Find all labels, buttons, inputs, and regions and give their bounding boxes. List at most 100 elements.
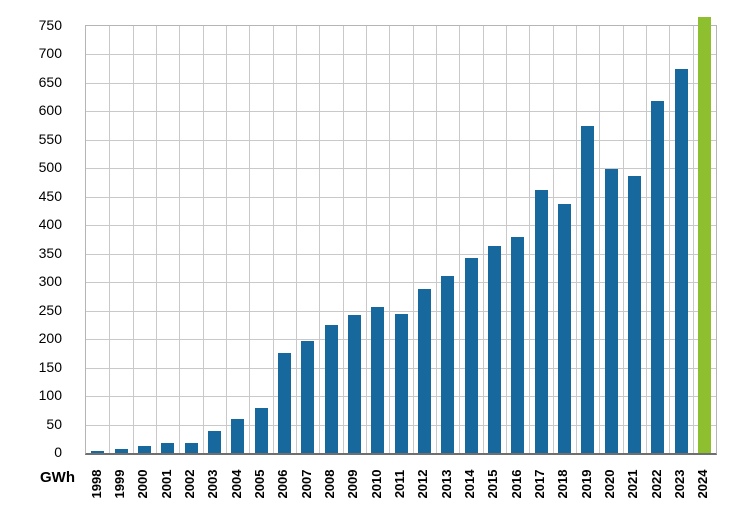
x-tick-label: 2000 [135, 469, 151, 499]
v-gridline [599, 26, 600, 453]
y-tick-label: 450 [38, 187, 62, 204]
v-gridline [483, 26, 484, 453]
bar-2014 [464, 258, 478, 453]
h-gridline [86, 82, 716, 84]
v-gridline [366, 26, 367, 453]
x-tick-label: 2003 [205, 469, 221, 499]
bar-2009 [347, 314, 361, 453]
x-tick-label: 2008 [322, 469, 337, 499]
y-tick-label: 100 [38, 387, 62, 404]
v-gridline [669, 26, 670, 453]
x-tick-label: 2016 [508, 469, 524, 499]
y-tick-label: 650 [38, 73, 62, 90]
v-gridline [319, 26, 320, 453]
v-gridline [413, 26, 414, 453]
y-tick-label: 550 [38, 130, 62, 147]
y-tick-label: 150 [38, 358, 62, 375]
x-tick-label: 2017 [532, 469, 547, 499]
y-tick-label: 200 [38, 330, 62, 347]
bar-2002 [184, 443, 198, 453]
bar-2006 [277, 353, 291, 453]
x-tick-label: 2011 [392, 469, 407, 499]
v-gridline [226, 26, 227, 453]
v-gridline [249, 26, 250, 453]
bar-2008 [324, 324, 338, 453]
h-gridline [86, 225, 716, 227]
bar-2018 [557, 204, 571, 453]
x-tick-label: 2004 [228, 469, 244, 499]
h-gridline [86, 54, 716, 56]
y-tick-label: 700 [38, 45, 62, 62]
y-tick-label: 750 [38, 17, 62, 33]
bar-2016 [511, 236, 525, 453]
h-gridline [86, 139, 716, 141]
x-tick-label: 2001 [158, 469, 174, 499]
h-gridline [86, 282, 716, 284]
bar-2020 [604, 168, 618, 453]
v-gridline [133, 26, 134, 453]
y-tick-label: 400 [38, 216, 62, 233]
x-tick-label: 2010 [368, 469, 384, 499]
y-tick-label: 50 [46, 415, 62, 432]
y-tick-label: 500 [38, 159, 62, 176]
v-gridline [576, 26, 577, 453]
x-tick-label: 1998 [88, 469, 104, 499]
v-gridline [389, 26, 390, 453]
v-gridline [273, 26, 274, 453]
v-gridline [156, 26, 157, 453]
bar-2013 [441, 275, 455, 453]
v-gridline [553, 26, 554, 453]
h-gridline [86, 310, 716, 312]
bar-2015 [487, 246, 501, 453]
bar-2004 [231, 418, 245, 453]
h-gridline [86, 168, 716, 170]
x-tick-label: 2022 [648, 469, 664, 499]
plot-area [85, 17, 717, 455]
y-tick-label: 600 [38, 102, 62, 119]
x-tick-label: 2023 [672, 469, 687, 499]
v-gridline [623, 26, 624, 453]
y-tick-label: 350 [38, 244, 62, 261]
x-tick-label: 1999 [112, 469, 127, 499]
x-tick-label: 2015 [485, 469, 501, 499]
x-tick-label: 2018 [555, 469, 571, 499]
x-tick-label: 2006 [275, 469, 291, 499]
bar-2017 [534, 189, 548, 453]
x-tick-label: 2020 [602, 469, 617, 499]
v-gridline [109, 26, 110, 453]
x-tick-label: 2014 [462, 469, 477, 499]
v-gridline [529, 26, 530, 453]
v-gridline [646, 26, 647, 453]
v-gridline [506, 26, 507, 453]
bar-2012 [417, 289, 431, 453]
y-axis-unit-label: GWh [40, 469, 75, 486]
h-gridline [86, 253, 716, 255]
bar-2024 [697, 17, 711, 453]
v-gridline [459, 26, 460, 453]
bar-2007 [301, 340, 315, 453]
bar-2011 [394, 314, 408, 453]
x-tick-label: 2012 [415, 469, 431, 499]
v-gridline [179, 26, 180, 453]
bar-2000 [137, 445, 151, 453]
y-tick-label: 300 [38, 273, 62, 290]
v-gridline [203, 26, 204, 453]
x-tick-label: 2009 [345, 469, 361, 499]
bar-2019 [581, 125, 595, 453]
x-tick-label: 2021 [625, 469, 641, 499]
x-tick-label: 2005 [252, 469, 267, 499]
x-tick-label: 2013 [438, 469, 454, 499]
bar-2005 [254, 408, 268, 453]
bar-1999 [114, 449, 128, 453]
bar-2021 [627, 176, 641, 453]
v-gridline [693, 26, 694, 453]
x-tick-label: 2024 [695, 469, 711, 499]
v-gridline [296, 26, 297, 453]
h-gridline [86, 196, 716, 198]
v-gridline [436, 26, 437, 453]
x-tick-label: 2002 [182, 469, 197, 499]
x-tick-label: 2007 [298, 469, 314, 499]
bar-1998 [91, 450, 105, 453]
x-tick-label: 2019 [578, 469, 594, 499]
